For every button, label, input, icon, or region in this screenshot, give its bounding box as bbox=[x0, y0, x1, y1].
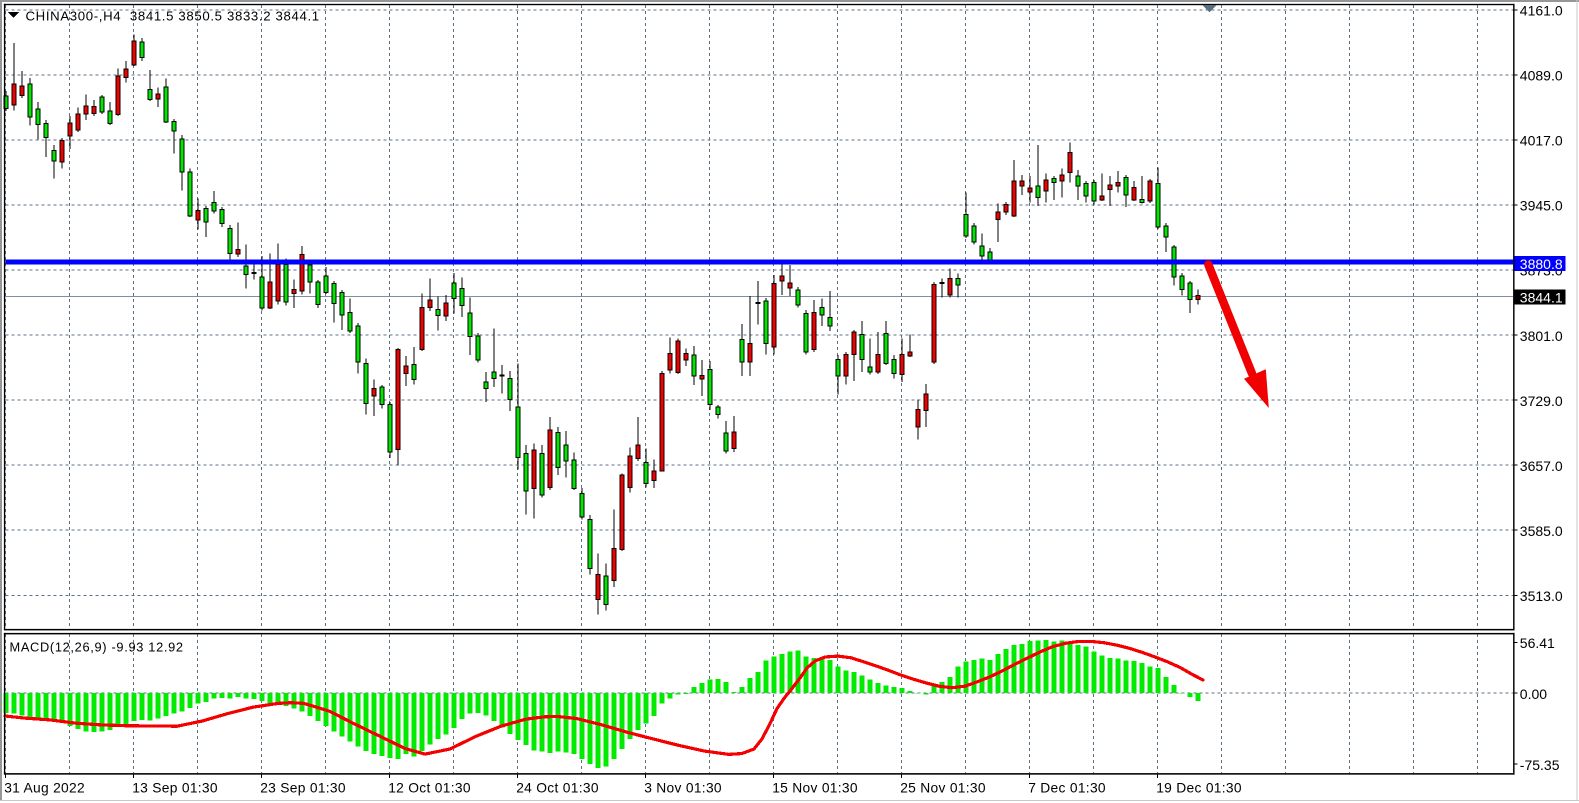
svg-text:24 Oct 01:30: 24 Oct 01:30 bbox=[516, 780, 599, 795]
svg-text:3 Nov 01:30: 3 Nov 01:30 bbox=[644, 780, 722, 795]
svg-text:15 Nov 01:30: 15 Nov 01:30 bbox=[772, 780, 858, 795]
svg-text:23 Sep 01:30: 23 Sep 01:30 bbox=[260, 780, 346, 795]
svg-text:-75.35: -75.35 bbox=[1520, 757, 1560, 773]
svg-text:3657.0: 3657.0 bbox=[1520, 458, 1563, 474]
svg-text:CHINA300-,H4 3841.5 3850.5 38: CHINA300-,H4 3841.5 3850.5 3833.2 3844.1 bbox=[26, 9, 320, 24]
svg-text:4161.0: 4161.0 bbox=[1520, 3, 1563, 19]
svg-text:13 Sep 01:30: 13 Sep 01:30 bbox=[132, 780, 218, 795]
svg-text:3729.0: 3729.0 bbox=[1520, 393, 1563, 409]
svg-text:MACD(12,26,9) -9.93 12.92: MACD(12,26,9) -9.93 12.92 bbox=[10, 640, 184, 655]
svg-text:0.00: 0.00 bbox=[1520, 686, 1547, 702]
svg-text:25 Nov 01:30: 25 Nov 01:30 bbox=[900, 780, 986, 795]
svg-text:12 Oct 01:30: 12 Oct 01:30 bbox=[388, 780, 471, 795]
svg-text:7 Dec 01:30: 7 Dec 01:30 bbox=[1028, 780, 1106, 795]
svg-text:3844.1: 3844.1 bbox=[1520, 289, 1563, 305]
svg-text:4089.0: 4089.0 bbox=[1520, 68, 1563, 84]
svg-text:3513.0: 3513.0 bbox=[1520, 588, 1563, 604]
svg-text:3801.0: 3801.0 bbox=[1520, 328, 1563, 344]
svg-text:3880.8: 3880.8 bbox=[1520, 256, 1563, 272]
svg-text:3945.0: 3945.0 bbox=[1520, 198, 1563, 214]
svg-text:4017.0: 4017.0 bbox=[1520, 133, 1563, 149]
svg-text:3585.0: 3585.0 bbox=[1520, 523, 1563, 539]
svg-text:19 Dec 01:30: 19 Dec 01:30 bbox=[1156, 780, 1242, 795]
svg-text:56.41: 56.41 bbox=[1520, 635, 1555, 651]
svg-text:31 Aug 2022: 31 Aug 2022 bbox=[4, 780, 85, 795]
